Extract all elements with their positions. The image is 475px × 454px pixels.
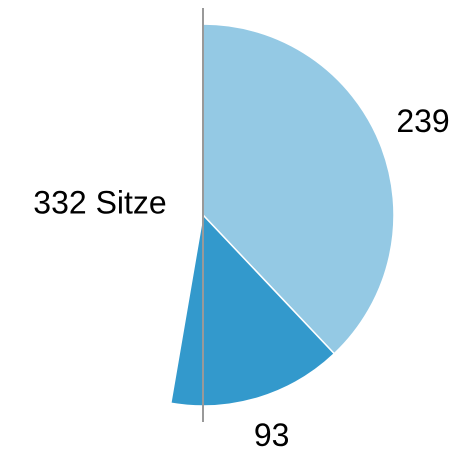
pie [169,23,395,407]
pie-slice [202,23,395,355]
pie-slice [169,213,336,407]
annotation: 332 Sitze [33,184,166,220]
data-label: 239 [396,103,449,139]
data-label: 93 [254,417,290,453]
